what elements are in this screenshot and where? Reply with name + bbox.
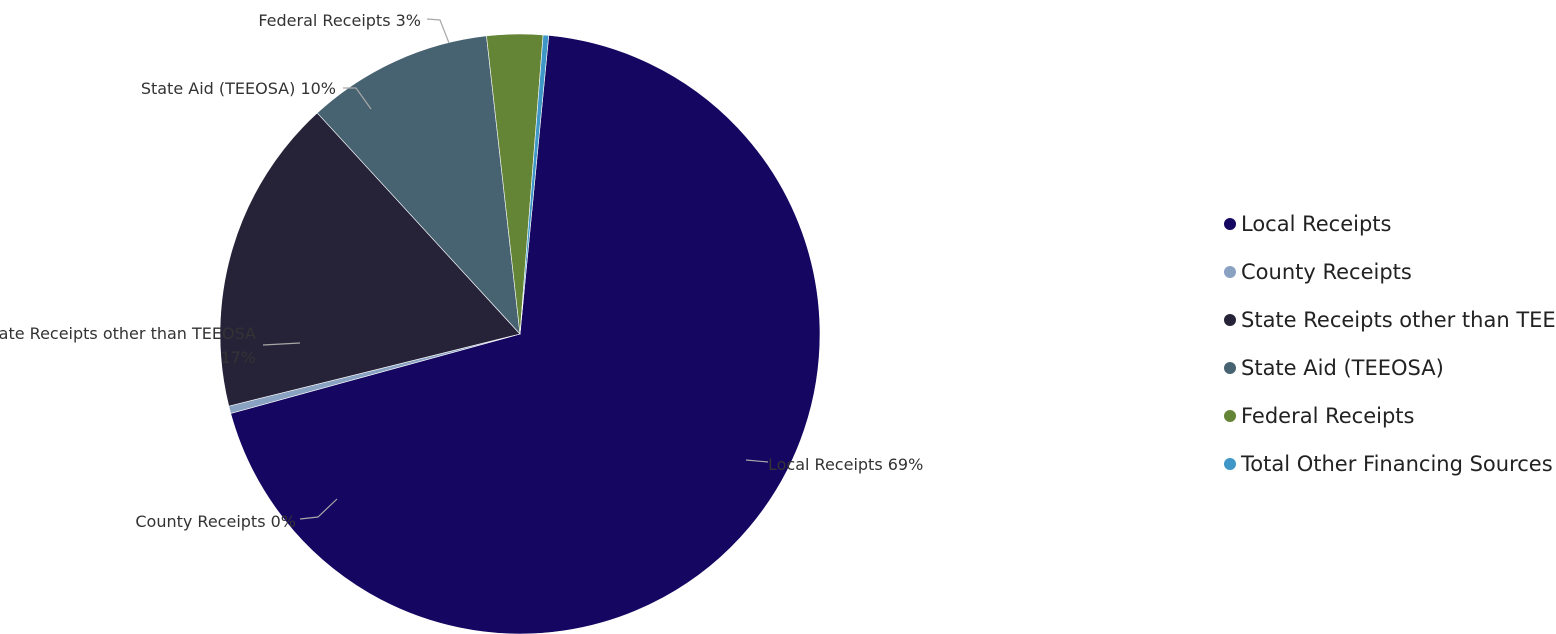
pie-slices xyxy=(219,33,821,634)
legend-marker-icon xyxy=(1224,458,1236,470)
legend-marker-icon xyxy=(1224,266,1236,278)
legend-label: State Aid (TEEOSA) xyxy=(1241,356,1444,380)
pie-slice-local-receipts[interactable] xyxy=(230,35,821,634)
leader-line-federal-receipts xyxy=(426,18,450,44)
slice-label-federal-receipts: Federal Receipts 3% xyxy=(258,11,421,30)
leader-line-state-receipts-other-than-teeosa xyxy=(262,342,301,346)
legend-label: Local Receipts xyxy=(1241,212,1392,236)
legend-marker-icon xyxy=(1224,218,1236,230)
legend-label: County Receipts xyxy=(1241,260,1412,284)
legend-item-federal-receipts[interactable]: Federal Receipts xyxy=(1224,392,1556,440)
legend-marker-icon xyxy=(1224,362,1236,374)
pie-slice-state-receipts-other-than-teeosa[interactable] xyxy=(219,112,521,407)
legend-item-total-other-financing-sources[interactable]: Total Other Financing Sources xyxy=(1224,440,1556,488)
slice-label-state-receipts-other-than-teeosa: State Receipts other than TEEOSA 17% xyxy=(0,324,256,367)
legend-item-local-receipts[interactable]: Local Receipts xyxy=(1224,200,1556,248)
leader-line-local-receipts xyxy=(745,459,769,463)
chart-legend: Local Receipts County Receipts State Recei… xyxy=(1224,200,1556,488)
legend-marker-icon xyxy=(1224,314,1236,326)
legend-label: Federal Receipts xyxy=(1241,404,1415,428)
pie-slice-total-other-financing-sources[interactable] xyxy=(519,34,550,335)
legend-item-state-receipts-other-than-teeosa[interactable]: State Receipts other than TEEOSA xyxy=(1224,296,1556,344)
slice-label-county-receipts: County Receipts 0% xyxy=(135,512,296,531)
legend-item-county-receipts[interactable]: County Receipts xyxy=(1224,248,1556,296)
leader-line-state-aid-teeosa xyxy=(343,87,372,110)
slice-label-local-receipts: Local Receipts 69% xyxy=(768,455,923,474)
pie-slice-state-aid-teeosa[interactable] xyxy=(316,35,521,335)
leader-line-county-receipts xyxy=(299,498,338,520)
leader-lines xyxy=(262,18,769,520)
legend-label: Total Other Financing Sources xyxy=(1241,452,1553,476)
legend-marker-icon xyxy=(1224,410,1236,422)
slice-label-state-aid-teeosa: State Aid (TEEOSA) 10% xyxy=(141,79,336,98)
legend-label: State Receipts other than TEEOSA xyxy=(1241,308,1556,332)
slice-labels: Local Receipts 69% County Receipts 0% Stat… xyxy=(0,11,923,531)
legend-item-state-aid-teeosa[interactable]: State Aid (TEEOSA) xyxy=(1224,344,1556,392)
